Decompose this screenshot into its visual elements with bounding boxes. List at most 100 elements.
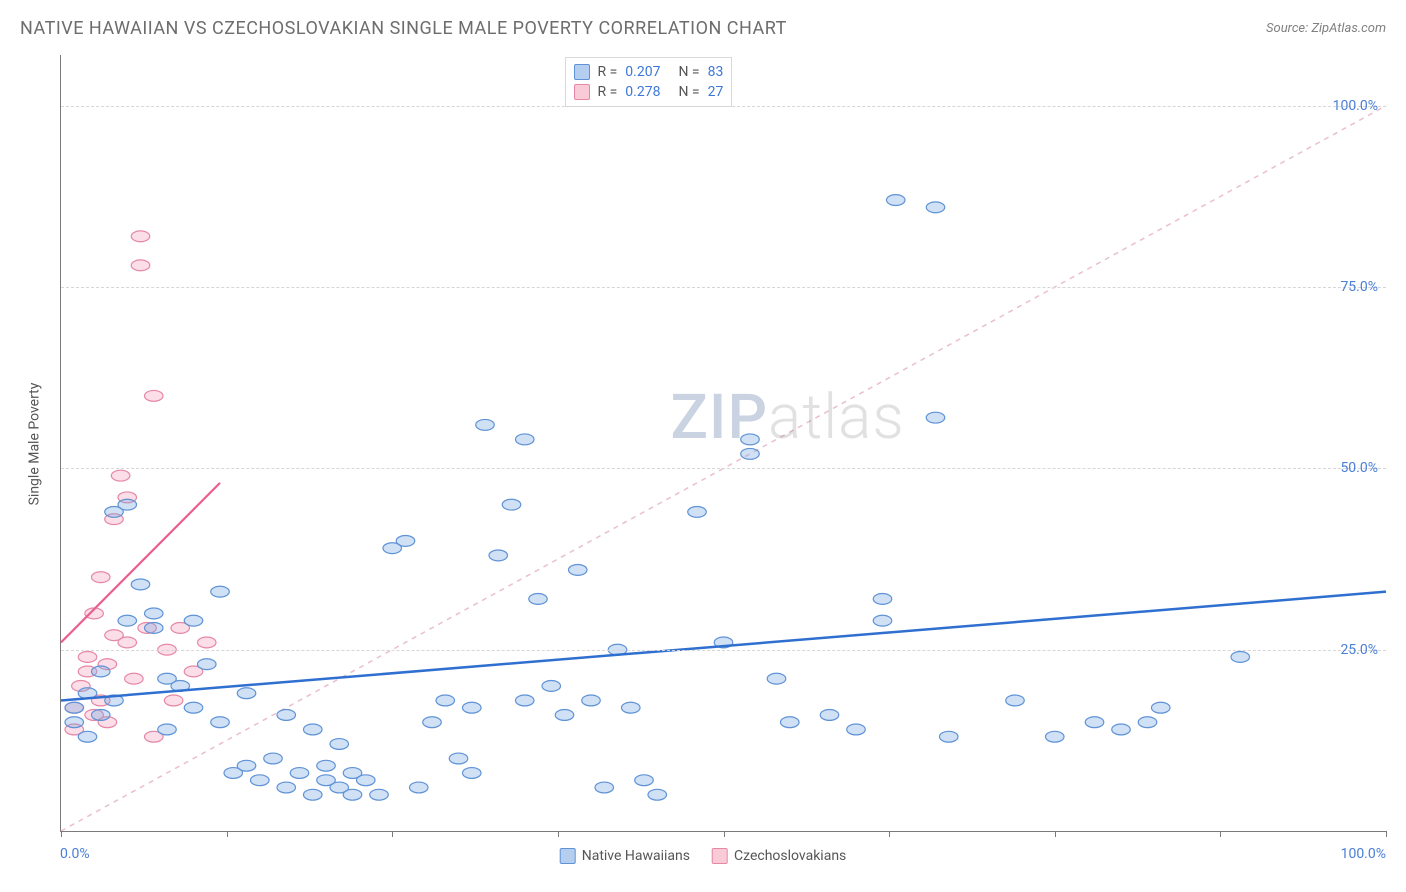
source-prefix: Source: — [1266, 21, 1311, 36]
scatter-point-blue — [515, 434, 534, 445]
scatter-point-blue — [462, 768, 481, 779]
scatter-point-pink — [78, 652, 97, 663]
x-tick — [558, 831, 559, 837]
scatter-point-blue — [741, 434, 760, 445]
legend-swatch — [560, 848, 576, 864]
legend-swatch — [712, 848, 728, 864]
x-axis-min-label: 0.0% — [60, 846, 90, 862]
scatter-point-blue — [873, 615, 892, 626]
scatter-point-blue — [144, 608, 163, 619]
scatter-point-blue — [621, 702, 640, 713]
y-tick-label: 25.0% — [1340, 642, 1378, 658]
scatter-point-blue — [529, 593, 548, 604]
scatter-point-blue — [462, 702, 481, 713]
y-tick-label: 100.0% — [1333, 98, 1378, 114]
scatter-point-blue — [767, 673, 786, 684]
scatter-point-blue — [250, 775, 269, 786]
scatter-point-blue — [595, 782, 614, 793]
scatter-point-pink — [91, 572, 110, 583]
x-tick — [1220, 831, 1221, 837]
scatter-point-blue — [237, 760, 256, 771]
plot-region: ZIPatlas R =0.207N =83R =0.278N =27 25.0… — [60, 55, 1386, 832]
scatter-point-blue — [356, 775, 375, 786]
scatter-point-blue — [343, 789, 362, 800]
scatter-point-pink — [111, 470, 130, 481]
scatter-point-blue — [1231, 652, 1250, 663]
stats-r-value: 0.278 — [625, 84, 660, 100]
x-tick — [724, 831, 725, 837]
scatter-point-blue — [264, 753, 283, 764]
y-tick-label: 50.0% — [1340, 460, 1378, 476]
scatter-point-blue — [91, 710, 110, 721]
scatter-point-pink — [131, 231, 150, 242]
scatter-point-blue — [820, 710, 839, 721]
scatter-point-blue — [303, 789, 322, 800]
scatter-point-blue — [515, 695, 534, 706]
x-tick — [227, 831, 228, 837]
x-axis-max-label: 100.0% — [1341, 846, 1386, 862]
scatter-point-blue — [542, 681, 561, 692]
scatter-point-blue — [370, 789, 389, 800]
x-tick — [1386, 831, 1387, 837]
stats-legend-box: R =0.207N =83R =0.278N =27 — [565, 57, 733, 107]
scatter-point-blue — [65, 717, 84, 728]
scatter-point-blue — [1138, 717, 1157, 728]
scatter-point-blue — [158, 724, 177, 735]
scatter-point-blue — [555, 710, 574, 721]
stats-swatch — [574, 64, 590, 80]
scatter-point-blue — [211, 717, 230, 728]
scatter-point-blue — [423, 717, 442, 728]
chart-area: Single Male Poverty ZIPatlas R =0.207N =… — [20, 55, 1386, 872]
scatter-point-blue — [449, 753, 468, 764]
y-axis-label: Single Male Poverty — [26, 382, 42, 505]
scatter-point-blue — [436, 695, 455, 706]
scatter-point-blue — [118, 499, 137, 510]
header: NATIVE HAWAIIAN VS CZECHOSLOVAKIAN SINGL… — [0, 0, 1406, 47]
scatter-point-blue — [502, 499, 521, 510]
scatter-point-blue — [277, 710, 296, 721]
scatter-point-blue — [1112, 724, 1131, 735]
stats-swatch — [574, 84, 590, 100]
scatter-point-blue — [476, 419, 495, 430]
scatter-point-blue — [118, 615, 137, 626]
scatter-point-blue — [926, 202, 945, 213]
scatter-point-blue — [409, 782, 428, 793]
gridline — [61, 106, 1386, 107]
scatter-point-pink — [125, 673, 144, 684]
scatter-point-blue — [873, 593, 892, 604]
scatter-point-blue — [939, 731, 958, 742]
scatter-point-pink — [118, 637, 137, 648]
scatter-point-blue — [780, 717, 799, 728]
stats-n-label: N = — [678, 84, 699, 100]
scatter-point-blue — [78, 731, 97, 742]
scatter-point-pink — [164, 695, 183, 706]
trend-line-blue — [61, 592, 1386, 701]
legend-label: Native Hawaiians — [582, 848, 690, 864]
stats-row: R =0.207N =83 — [574, 62, 724, 82]
scatter-point-blue — [1006, 695, 1025, 706]
stats-r-label: R = — [598, 64, 618, 80]
source-name: ZipAtlas.com — [1311, 21, 1386, 36]
scatter-point-blue — [741, 448, 760, 459]
scatter-point-pink — [197, 637, 216, 648]
scatter-point-blue — [144, 623, 163, 634]
scatter-point-blue — [211, 586, 230, 597]
y-tick-label: 75.0% — [1340, 279, 1378, 295]
scatter-point-blue — [317, 760, 336, 771]
scatter-point-blue — [489, 550, 508, 561]
scatter-point-blue — [65, 702, 84, 713]
legend-label: Czechoslovakians — [734, 848, 846, 864]
scatter-point-pink — [131, 260, 150, 271]
stats-r-value: 0.207 — [625, 64, 660, 80]
scatter-point-blue — [648, 789, 667, 800]
scatter-point-blue — [688, 506, 707, 517]
scatter-point-blue — [237, 688, 256, 699]
gridline — [61, 650, 1386, 651]
x-tick — [889, 831, 890, 837]
scatter-point-blue — [184, 615, 203, 626]
scatter-point-blue — [635, 775, 654, 786]
scatter-point-blue — [582, 695, 601, 706]
x-tick — [61, 831, 62, 837]
scatter-point-pink — [144, 390, 163, 401]
legend-item: Czechoslovakians — [712, 848, 846, 864]
